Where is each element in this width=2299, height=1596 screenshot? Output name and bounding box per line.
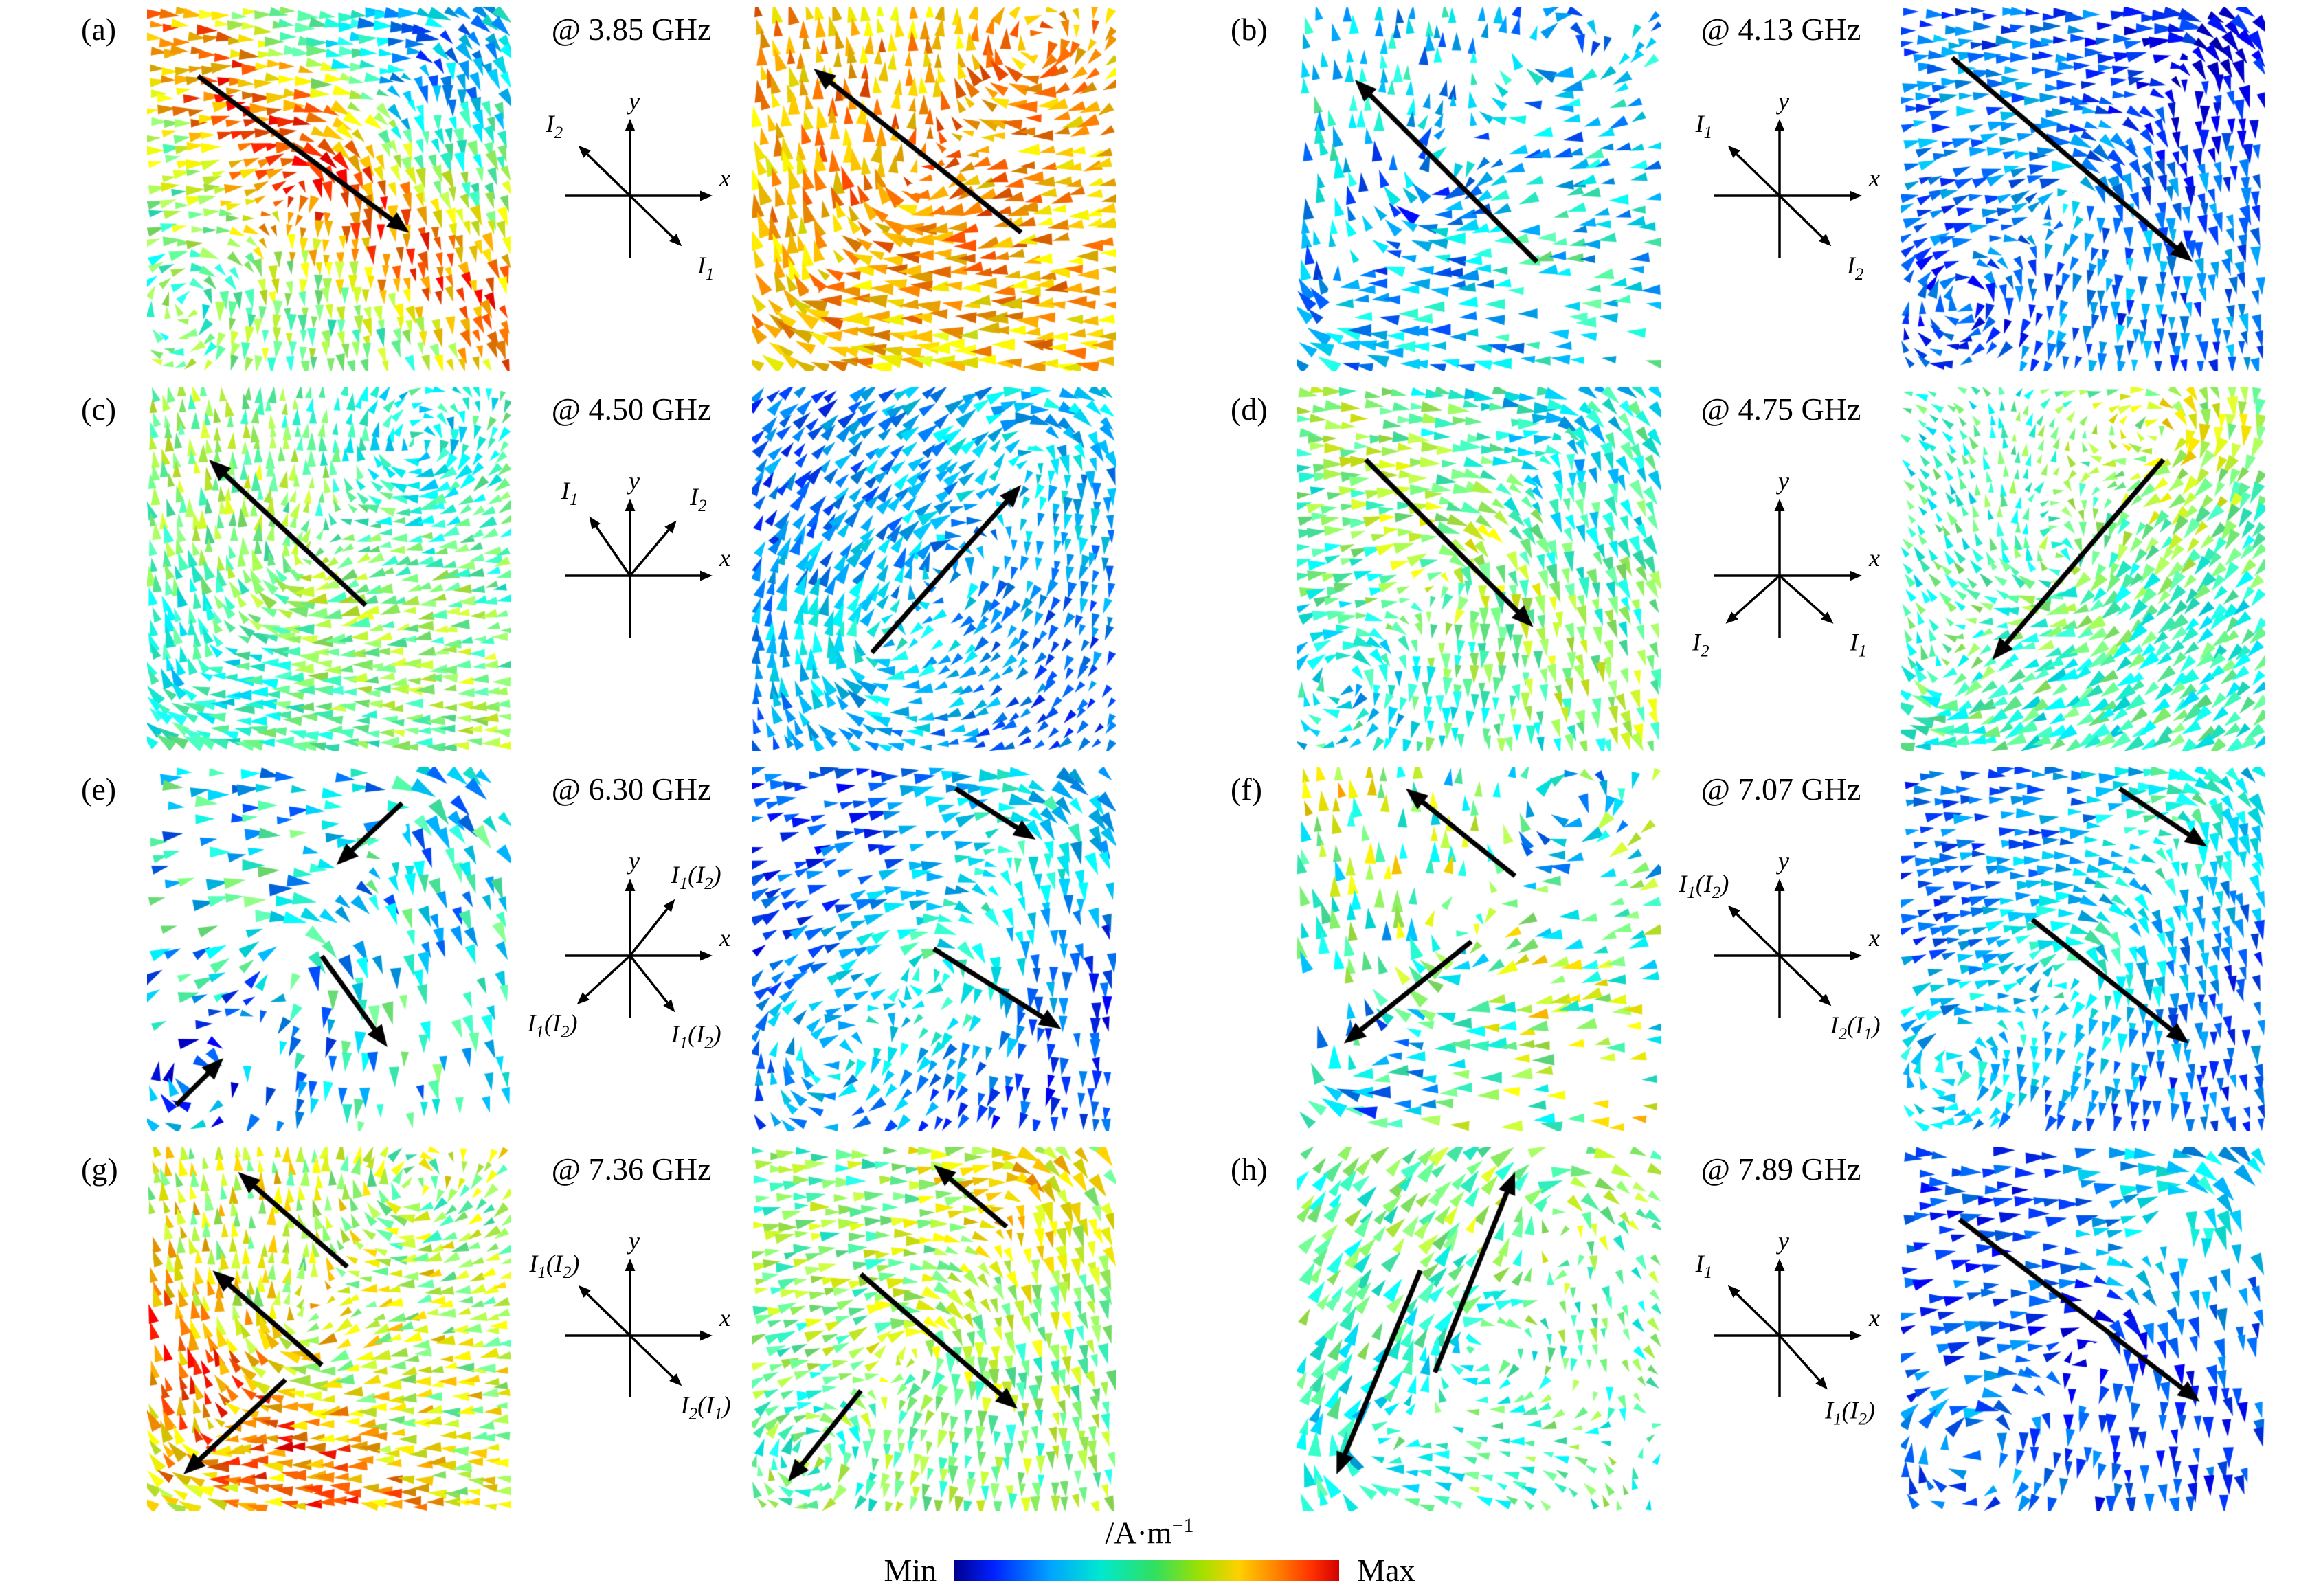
current-axes-diagram: x y I1(I2) I1(I2) I1(I2) xyxy=(527,847,730,1053)
frequency-label: @ 3.85 GHz xyxy=(551,12,712,47)
vector-field-plot-left xyxy=(147,1147,511,1511)
colorbar-unit-exponent: −1 xyxy=(1171,1514,1194,1537)
panel-c: (c) @ 4.50 GHz x y I1 I2 xyxy=(0,383,1150,763)
vector-field-plot-left xyxy=(1297,387,1661,751)
colorbar: /A·m−1 Min Max xyxy=(0,1514,2299,1588)
vector-field-plot-right xyxy=(1901,387,2265,751)
vector-field-plot-left xyxy=(147,7,511,371)
panel-a: (a) @ 3.85 GHz x y I2 I1 xyxy=(0,3,1150,383)
panel-letter-label: (e) xyxy=(81,772,117,807)
frequency-label: @ 4.75 GHz xyxy=(1701,392,1861,427)
panel-d: (d) @ 4.75 GHz x y I2 I1 xyxy=(1150,383,2299,763)
y-axis-label: y xyxy=(627,1227,640,1255)
x-axis-label: x xyxy=(1868,924,1880,952)
panel-middle-column: @ 4.13 GHz x y I1 I2 xyxy=(1661,3,1901,306)
frequency-label: @ 7.07 GHz xyxy=(1701,772,1861,807)
current-direction-label: I1 xyxy=(561,477,579,509)
vector-field-plot-right xyxy=(1901,767,2265,1131)
panel-middle-column: @ 3.85 GHz x y I2 I1 xyxy=(511,3,752,306)
current-direction-label: I1(I2) xyxy=(528,1250,579,1282)
y-axis-label: y xyxy=(1776,847,1789,875)
y-axis-label: y xyxy=(627,847,640,875)
panel-g: (g) @ 7.36 GHz x y I1(I2) I2(I1) xyxy=(0,1143,1150,1522)
vector-field-plot-right xyxy=(752,1147,1116,1511)
current-axes-diagram: x y I2 I1 xyxy=(1692,467,1880,660)
current-direction-label: I1 xyxy=(1695,1250,1713,1282)
panel-middle-column: @ 7.36 GHz x y I1(I2) I2(I1) xyxy=(511,1143,752,1446)
colorbar-unit-label: /A·m−1 xyxy=(1105,1514,1193,1551)
vector-field-plot-left xyxy=(1297,7,1661,371)
current-direction-label: I2(I1) xyxy=(1830,1011,1881,1044)
frequency-label: @ 7.36 GHz xyxy=(551,1151,712,1187)
current-axes-diagram: x y I1(I2) I2(I1) xyxy=(1678,847,1881,1044)
vector-field-plot-right xyxy=(1901,1147,2265,1511)
current-direction-label: I1 xyxy=(1695,110,1713,142)
panel-letter-label: (a) xyxy=(81,12,117,47)
current-axes-diagram: x y I1 I1(I2) xyxy=(1695,1227,1880,1428)
colorbar-min-label: Min xyxy=(884,1553,937,1588)
current-direction-label: I2(I1) xyxy=(680,1391,731,1424)
x-axis-label: x xyxy=(1868,1304,1880,1331)
x-axis-label: x xyxy=(719,1304,730,1331)
panel-letter-label: (h) xyxy=(1231,1151,1268,1187)
frequency-label: @ 6.30 GHz xyxy=(551,772,712,807)
current-axes-diagram: x y I1(I2) I2(I1) xyxy=(528,1227,731,1424)
current-direction-label: I1 xyxy=(1849,628,1867,660)
current-axes-diagram: x y I1 I2 xyxy=(561,467,730,638)
y-axis-label: y xyxy=(1776,467,1789,495)
panel-f: (f) @ 7.07 GHz x y I1(I2) I2(I1) xyxy=(1150,763,2299,1143)
panel-h: (h) @ 7.89 GHz x y I1 I1(I2) xyxy=(1150,1143,2299,1522)
vector-field-plot-left xyxy=(147,767,511,1131)
current-direction-label: I2 xyxy=(1692,628,1709,660)
y-axis-label: y xyxy=(627,467,640,495)
frequency-label: @ 4.13 GHz xyxy=(1701,12,1861,47)
current-direction-label: I1(I2) xyxy=(671,1020,721,1053)
x-axis-label: x xyxy=(719,924,730,952)
vector-field-plot-right xyxy=(752,767,1116,1131)
panel-e: (e) @ 6.30 GHz x y I1(I2) I1(I2) I1(I2) xyxy=(0,763,1150,1143)
vector-field-plot-right xyxy=(752,387,1116,751)
current-direction-label: I1(I2) xyxy=(1678,870,1729,902)
colorbar-gradient xyxy=(954,1560,1340,1581)
y-axis-label: y xyxy=(1776,1227,1789,1255)
x-axis-label: x xyxy=(719,544,730,572)
panel-letter-label: (f) xyxy=(1231,772,1262,807)
panel-middle-column: @ 7.89 GHz x y I1 I1(I2) xyxy=(1661,1143,1901,1446)
frequency-label: @ 4.50 GHz xyxy=(551,392,712,427)
colorbar-max-label: Max xyxy=(1357,1553,1415,1588)
vector-field-plot-right xyxy=(1901,7,2265,371)
vector-field-plot-left xyxy=(147,387,511,751)
current-direction-label: I2 xyxy=(1846,251,1864,284)
frequency-label: @ 7.89 GHz xyxy=(1701,1151,1861,1187)
panel-letter-label: (d) xyxy=(1231,392,1268,427)
panel-b: (b) @ 4.13 GHz x y I1 I2 xyxy=(1150,3,2299,383)
current-axes-diagram: x y I2 I1 xyxy=(546,87,730,284)
current-direction-label: I1(I2) xyxy=(671,861,721,893)
panel-letter-label: (c) xyxy=(81,392,117,427)
x-axis-label: x xyxy=(1868,544,1880,572)
panel-middle-column: @ 7.07 GHz x y I1(I2) I2(I1) xyxy=(1661,763,1901,1066)
vector-field-plot-left xyxy=(1297,767,1661,1131)
panel-letter-label: (b) xyxy=(1231,12,1268,47)
current-direction-label: I2 xyxy=(689,483,706,515)
panel-middle-column: @ 4.50 GHz x y I1 I2 xyxy=(511,383,752,686)
current-direction-label: I2 xyxy=(546,110,563,142)
current-axes-diagram: x y I1 I2 xyxy=(1695,87,1880,284)
y-axis-label: y xyxy=(1776,87,1789,115)
current-direction-label: I1(I2) xyxy=(527,1009,578,1042)
panel-middle-column: @ 4.75 GHz x y I2 I1 xyxy=(1661,383,1901,686)
current-direction-label: I1(I2) xyxy=(1824,1396,1875,1428)
x-axis-label: x xyxy=(719,164,730,192)
panel-middle-column: @ 6.30 GHz x y I1(I2) I1(I2) I1(I2) xyxy=(511,763,752,1066)
colorbar-scale-row: Min Max xyxy=(884,1552,1415,1588)
vector-field-plot-right xyxy=(752,7,1116,371)
colorbar-unit-prefix: /A·m xyxy=(1105,1515,1172,1551)
y-axis-label: y xyxy=(627,87,640,115)
current-direction-label: I1 xyxy=(697,251,715,284)
vector-field-plot-left xyxy=(1297,1147,1661,1511)
panel-letter-label: (g) xyxy=(81,1151,118,1187)
x-axis-label: x xyxy=(1868,164,1880,192)
